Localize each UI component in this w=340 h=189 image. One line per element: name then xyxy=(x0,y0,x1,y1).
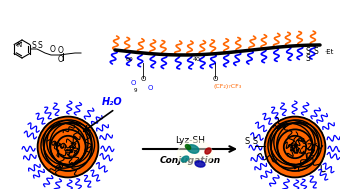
Text: 9: 9 xyxy=(133,88,137,93)
Text: S: S xyxy=(313,47,318,56)
Text: H₂O: H₂O xyxy=(102,97,122,107)
Text: S: S xyxy=(306,47,310,56)
Circle shape xyxy=(265,117,325,177)
Ellipse shape xyxy=(205,148,211,154)
Text: O: O xyxy=(130,80,136,86)
Circle shape xyxy=(38,117,98,177)
Ellipse shape xyxy=(185,145,191,149)
Text: O: O xyxy=(50,45,56,54)
Text: N: N xyxy=(16,42,22,48)
Text: S S: S S xyxy=(245,137,258,146)
Text: 60: 60 xyxy=(126,57,134,62)
Text: Conjugation: Conjugation xyxy=(159,156,221,165)
Ellipse shape xyxy=(187,145,199,153)
Text: S: S xyxy=(38,40,42,50)
Text: O: O xyxy=(212,76,218,82)
Text: Lyz-SH: Lyz-SH xyxy=(175,136,205,145)
Ellipse shape xyxy=(195,161,205,167)
Ellipse shape xyxy=(177,140,212,168)
Text: (CF₂)₇CF₃: (CF₂)₇CF₃ xyxy=(214,84,242,89)
Ellipse shape xyxy=(181,156,189,162)
Text: O: O xyxy=(147,85,153,91)
Text: S: S xyxy=(306,54,310,63)
Text: O: O xyxy=(58,46,64,55)
Text: S: S xyxy=(32,40,36,50)
Text: O: O xyxy=(140,76,146,82)
Text: O: O xyxy=(58,55,64,64)
Text: 40: 40 xyxy=(193,57,201,62)
Text: ·Et: ·Et xyxy=(324,49,334,55)
